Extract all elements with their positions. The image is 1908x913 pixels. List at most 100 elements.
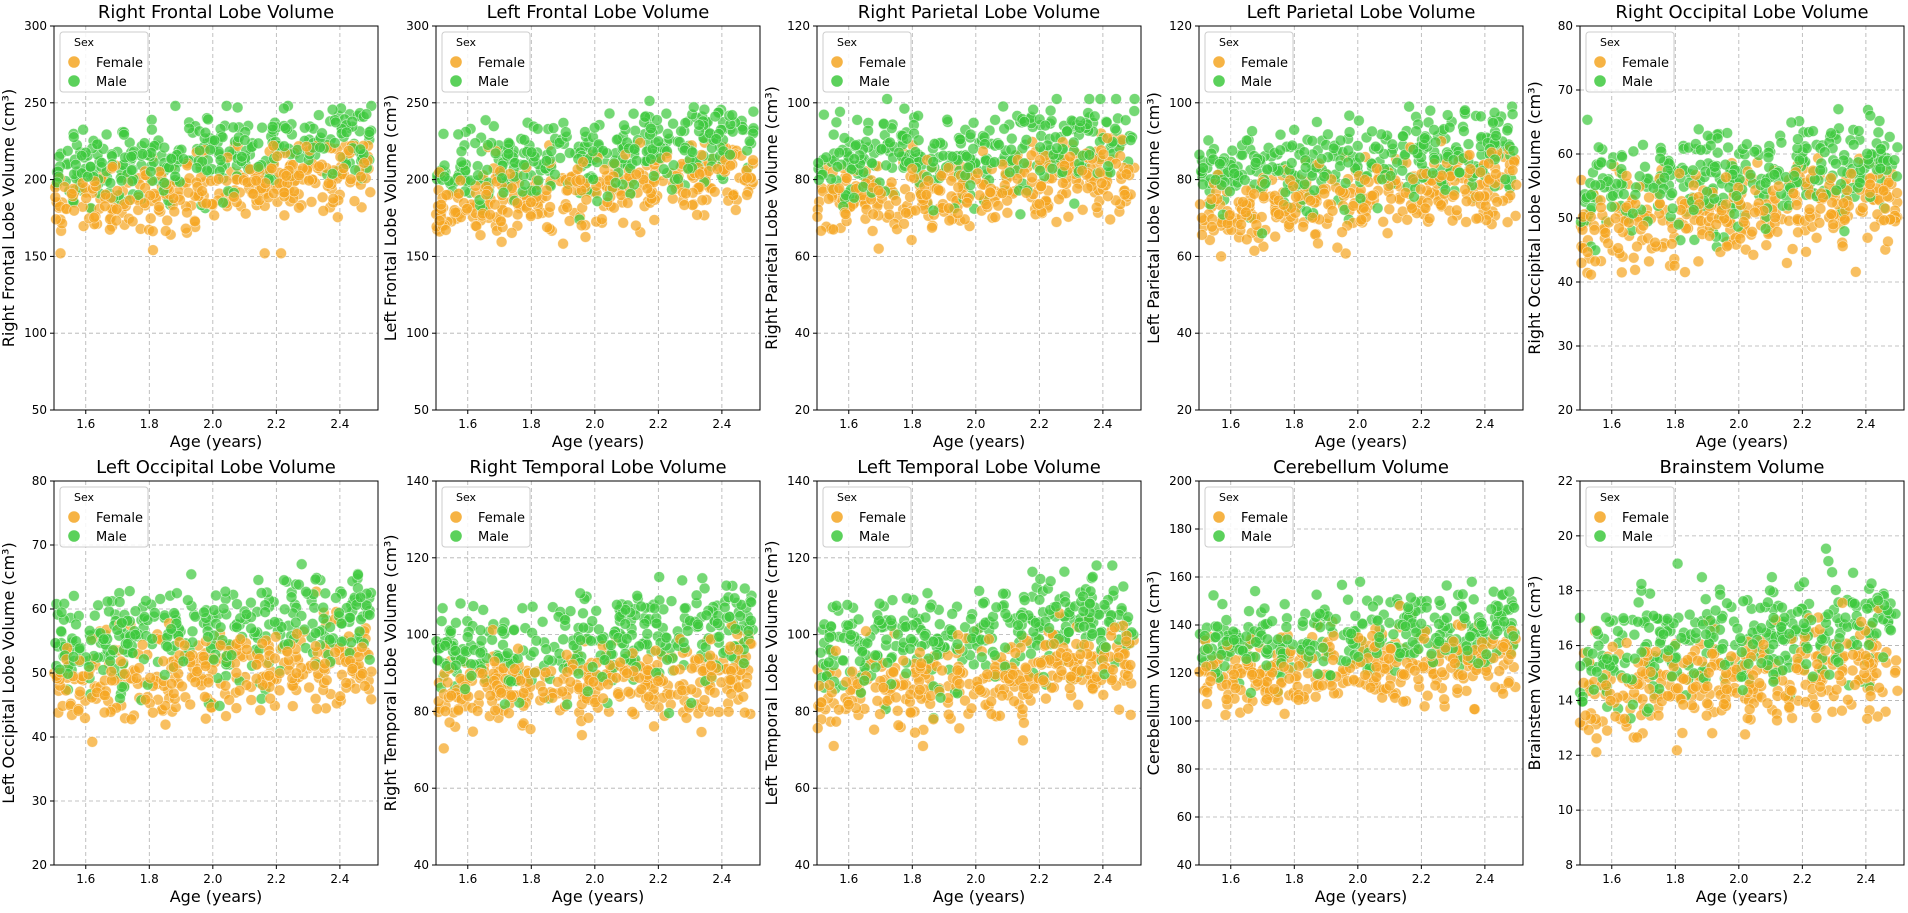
male-point — [1595, 156, 1608, 169]
male-point — [653, 571, 665, 583]
legend-female-label: Female — [96, 511, 143, 526]
chart-title: Right Occipital Lobe Volume — [1615, 2, 1868, 23]
x-tick-label: 2.4 — [1093, 417, 1112, 431]
male-point — [1458, 125, 1470, 137]
male-point — [1014, 208, 1027, 221]
female-point — [1679, 266, 1691, 278]
female-point — [234, 633, 247, 645]
male-point — [1818, 146, 1831, 158]
female-point — [833, 182, 845, 195]
female-point — [737, 691, 749, 703]
female-point — [1882, 235, 1894, 248]
male-point — [126, 175, 138, 187]
female-point — [1096, 177, 1108, 189]
y-tick-label: 100 — [1169, 96, 1192, 110]
male-point — [177, 655, 190, 667]
female-point — [597, 692, 609, 705]
male-point — [1443, 121, 1456, 134]
legend-title: Sex — [1219, 36, 1240, 49]
female-point — [1033, 198, 1046, 210]
male-point — [1807, 125, 1819, 137]
female-point — [77, 220, 90, 232]
male-point — [619, 618, 631, 630]
male-point — [140, 595, 152, 607]
male-point — [245, 596, 257, 609]
female-point — [168, 687, 180, 700]
female-point — [359, 680, 371, 692]
male-point — [77, 123, 89, 136]
male-point — [724, 149, 736, 161]
female-point — [1020, 187, 1033, 199]
male-point — [252, 137, 264, 150]
male-point — [1825, 127, 1837, 139]
female-point — [1772, 180, 1785, 192]
female-point — [167, 192, 180, 205]
female-point — [678, 199, 691, 211]
male-point — [125, 151, 137, 163]
male-point — [635, 600, 647, 613]
x-tick-label: 1.6 — [458, 417, 477, 431]
male-point — [516, 602, 529, 614]
male-point — [1342, 156, 1354, 169]
male-point — [648, 602, 661, 615]
male-point — [1119, 114, 1132, 126]
female-point — [906, 163, 918, 175]
male-point — [116, 617, 128, 629]
x-tick-label: 2.0 — [585, 872, 604, 886]
female-point — [1435, 199, 1447, 211]
female-point — [1585, 268, 1597, 281]
female-point — [311, 703, 323, 715]
female-point — [178, 639, 191, 651]
male-point — [1366, 125, 1378, 138]
male-point — [296, 558, 308, 570]
legend-title: Sex — [74, 36, 95, 49]
male-point — [1061, 125, 1073, 137]
male-point — [900, 133, 913, 145]
female-point — [365, 693, 377, 705]
female-point — [704, 649, 716, 662]
female-point — [105, 665, 118, 678]
female-point — [587, 676, 600, 688]
female-point — [1331, 241, 1344, 254]
male-point — [998, 123, 1010, 135]
male-point — [204, 144, 216, 156]
y-tick-label: 60 — [795, 249, 810, 263]
male-point — [482, 139, 494, 151]
female-point — [1813, 217, 1826, 229]
female-point — [1419, 202, 1432, 215]
female-point — [705, 671, 718, 683]
x-tick-label: 2.4 — [712, 872, 731, 886]
male-point — [317, 601, 329, 614]
female-point — [119, 668, 131, 680]
female-point — [693, 168, 706, 180]
female-point — [219, 680, 232, 692]
male-point — [692, 618, 704, 630]
female-point — [439, 705, 451, 717]
legend-title: Sex — [74, 491, 95, 504]
legend-title: Sex — [456, 491, 477, 504]
female-point — [1814, 203, 1827, 215]
female-point — [334, 151, 347, 163]
legend-title: Sex — [456, 36, 477, 49]
female-point — [922, 175, 935, 187]
y-tick-label: 20 — [1558, 403, 1573, 417]
female-point — [525, 210, 537, 222]
legend-male-label: Male — [478, 530, 509, 545]
female-point — [250, 672, 263, 685]
female-point — [1336, 226, 1348, 238]
male-point — [1259, 178, 1271, 190]
male-point — [159, 669, 171, 681]
male-point — [643, 95, 656, 107]
male-point — [55, 606, 68, 619]
male-point — [231, 598, 243, 610]
female-point — [440, 189, 452, 201]
male-point — [1274, 129, 1287, 141]
female-point — [1460, 216, 1472, 228]
legend-male-marker — [831, 75, 843, 87]
male-point — [545, 145, 557, 157]
female-point — [86, 736, 99, 748]
male-point — [231, 621, 243, 633]
male-point — [1605, 201, 1618, 213]
x-tick-label: 1.8 — [1666, 417, 1685, 431]
